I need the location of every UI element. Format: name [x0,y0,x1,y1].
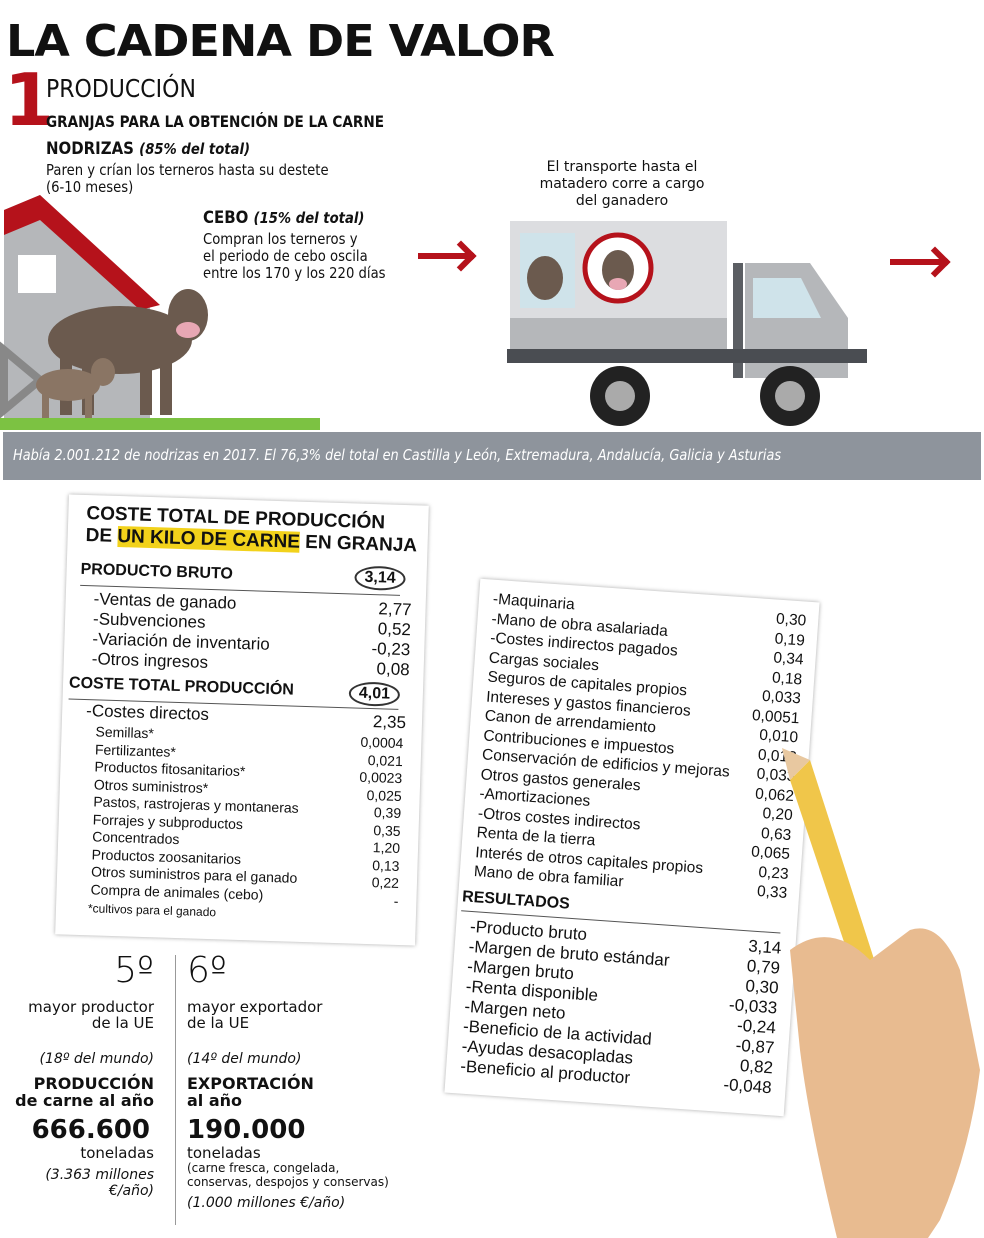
coste-directo-value: 0,39 [373,804,402,822]
continued-item-list: -Maquinaria -Mano de obra asalariada -Cost… [473,590,741,899]
producto-bruto-value-item: 0,08 [376,659,410,680]
coste-directo-value: 0,22 [371,874,400,892]
producto-bruto-value-item: -0,23 [371,639,411,660]
info-band-text: Había 2.001.212 de nodrizas en 2017. El … [13,446,782,464]
info-band: Había 2.001.212 de nodrizas en 2017. El … [3,432,981,480]
barn-roof [4,195,160,310]
stat-production: 5º mayor productor de la UE (18º del mun… [0,950,154,1199]
transport-text: El transporte hasta el matadero corre a … [539,159,705,209]
calf-icon [36,358,115,418]
resultados-label: RESULTADOS [461,888,571,913]
producto-bruto-value: 3,14 [354,565,407,592]
rank: 5º [114,950,154,991]
costes-directos-label: -Costes directos [85,701,210,724]
producto-bruto-item-list: -Ventas de ganado -Subvenciones -Variación… [92,589,272,675]
producto-bruto-label: PRODUCTO BRUTO [80,560,234,583]
nodrizas-heading: NODRIZAS (85% del total) [46,139,251,159]
section-subtitle: GRANJAS PARA LA OBTENCIÓN DE LA CARNE [46,112,385,131]
footnote: *cultivos para el ganado [87,901,217,920]
coste-directo-value: 0,021 [367,751,404,769]
coste-directo-item-list: Semillas* Fertilizantes* Productos fitosan… [90,723,302,904]
resultado-value: -0,048 [722,1074,773,1098]
rank: 6º [187,950,227,991]
barn-window [18,255,56,293]
coste-directo-value-list: 0,0004 0,021 0,0023 0,025 0,39 0,35 1,20 0,13 0,… [355,734,403,910]
coste-directo-value: - [393,892,399,909]
stat-export: 6º mayor exportador de la UE (14º del mu… [187,950,447,1211]
costes-directos-value: 2,35 [372,712,407,733]
page-title: LA CADENA DE VALOR [6,15,555,67]
stats-divider [175,955,176,1225]
arrow-icon [418,253,474,259]
producto-bruto-value-item: 0,52 [377,619,412,640]
coste-directo-value: 0,35 [373,821,401,839]
continued-value: 0,0051 [751,706,801,727]
coste-total-value: 4,01 [348,681,401,707]
arrow-icon-2 [890,259,948,265]
grass [0,418,320,430]
section-number: 1 [4,58,55,142]
cost-table-paper-1: COSTE TOTAL DE PRODUCCIÓN DE UN KILO DE … [55,494,429,946]
cost-table-paper-2: -Maquinaria -Mano de obra asalariada -Cost… [444,578,820,1117]
cost-table-title: COSTE TOTAL DE PRODUCCIÓN DE UN KILO DE … [85,503,418,557]
arrow-head-icon-2 [919,246,951,278]
resultado-item-list: -Producto bruto -Margen de bruto estándar… [460,917,672,1091]
arrow-head-icon [445,240,477,272]
coste-directo-value: 0,025 [366,786,402,804]
truck-cow-icon [527,256,563,300]
producto-bruto-value-item-list: 2,77 0,52 -0,23 0,08 [371,599,412,680]
hand-pencil-illustration [782,748,980,1238]
cebo-heading: CEBO (15% del total) [203,208,365,228]
producto-bruto-value-item: 2,77 [378,599,412,620]
cebo-text: Compran los terneros y el periodo de ceb… [203,230,386,282]
section-name: PRODUCCIÓN [46,74,196,103]
coste-directo-value: 0,0023 [359,768,403,787]
truck-illustration [507,221,867,426]
coste-directo-value: 0,0004 [360,733,404,752]
hand-icon [790,928,980,1238]
nodrizas-text: Paren y crían los terneros hasta su dest… [46,161,329,196]
coste-directo-value: 1,20 [372,839,401,857]
coste-directo-value: 0,13 [372,856,400,874]
farm-illustration [0,195,320,430]
title-highlight: UN KILO DE CARNE [117,526,301,553]
coste-total-label: COSTE TOTAL PRODUCCIÓN [68,674,295,699]
